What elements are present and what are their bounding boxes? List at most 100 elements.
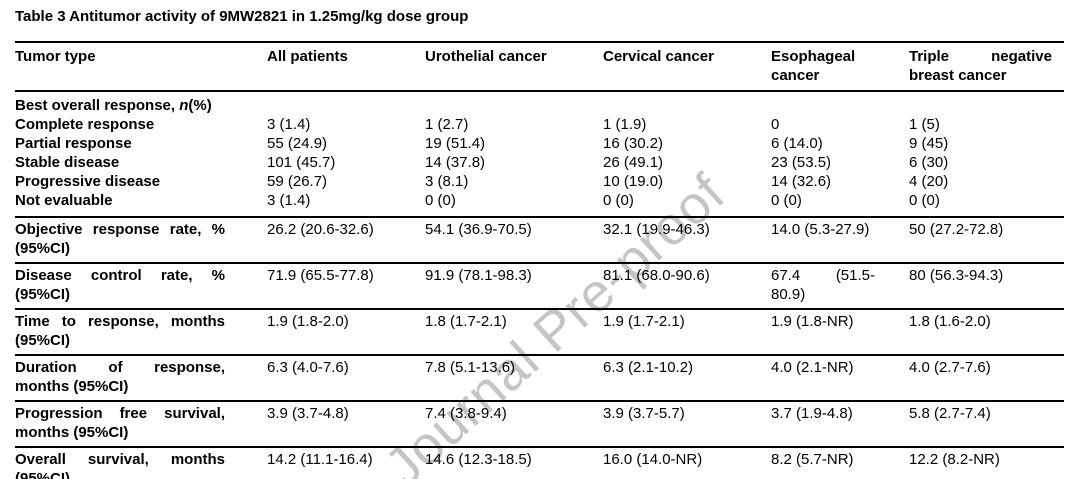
cell-value: 6.3 (4.0-7.6) [267, 359, 349, 376]
cell-value: 0 [771, 116, 780, 133]
section-label-suffix: (%) [188, 97, 212, 114]
column-header-tumor-type: Tumor type [15, 48, 96, 65]
data-cell: 50 (27.2-72.8) [909, 217, 1064, 263]
cell-value: 14.0 (5.3-27.9) [771, 221, 870, 238]
data-cell: 0 (0) [771, 191, 909, 217]
cell-value: 59 (26.7) [267, 173, 328, 190]
data-cell: 54.1 (36.9-70.5) [425, 217, 603, 263]
data-cell: 91.9 (78.1-98.3) [425, 263, 603, 309]
data-cell: 55 (24.9) [267, 134, 425, 153]
cell-value: 6 (30) [909, 154, 949, 171]
cell-value: 0 (0) [425, 192, 456, 209]
cell-value: 91.9 (78.1-98.3) [425, 267, 532, 284]
cell-value: 1.9 (1.8-NR) [771, 313, 854, 330]
best-overall-response-section: Best overall response, n(%) Complete res… [15, 91, 1064, 217]
row-label: Partial response [15, 135, 132, 152]
data-cell: 3 (1.4) [267, 115, 425, 134]
row-label: Disease control rate, % (95%CI) [15, 267, 225, 303]
cell-value: 19 (51.4) [425, 135, 486, 152]
row-label: Time to response, months (95%CI) [15, 313, 225, 349]
table-row: Not evaluable 3 (1.4) 0 (0) 0 (0) 0 (0) 0 (0) [15, 191, 1064, 217]
cell-value: 1.9 (1.8-2.0) [267, 313, 349, 330]
cell-value: 26.2 (20.6-32.6) [267, 221, 374, 238]
row-label: Overall survival, months (95%CI) [15, 451, 225, 479]
header-row: Tumor type All patients Urothelial cance… [15, 42, 1064, 91]
cell-value: 55 (24.9) [267, 135, 328, 152]
data-cell: 9 (45) [909, 134, 1064, 153]
table-row: Disease control rate, % (95%CI) 71.9 (65.… [15, 263, 1064, 309]
row-label: Progressive disease [15, 173, 161, 190]
data-cell: 0 (0) [425, 191, 603, 217]
data-cell: 3.9 (3.7-5.7) [603, 401, 771, 447]
data-cell: 67.4 (51.5-80.9) [771, 263, 909, 309]
row-label: Duration of response, months (95%CI) [15, 359, 225, 395]
column-header-urothelial-cancer: Urothelial cancer [425, 48, 547, 65]
cell-value: 4.0 (2.1-NR) [771, 359, 854, 376]
cell-value: 0 (0) [771, 192, 802, 209]
cell-value: 7.8 (5.1-13.6) [425, 359, 516, 376]
data-cell: 71.9 (65.5-77.8) [267, 263, 425, 309]
section-header-label: Best overall response, n(%) [15, 91, 1064, 115]
cell-value: 0 (0) [603, 192, 634, 209]
table-row: Progressive disease 59 (26.7) 3 (8.1) 10 (1… [15, 172, 1064, 191]
table-row: Duration of response, months (95%CI) 6.3 … [15, 355, 1064, 401]
section-header-row: Best overall response, n(%) [15, 91, 1064, 115]
cell-value: 0 (0) [909, 192, 940, 209]
cell-value: 4 (20) [909, 173, 949, 190]
cell-value: 7.4 (3.8-9.4) [425, 405, 507, 422]
data-cell: 1 (1.9) [603, 115, 771, 134]
data-cell: 16 (30.2) [603, 134, 771, 153]
cell-value: 3.9 (3.7-4.8) [267, 405, 349, 422]
table-row: Stable disease 101 (45.7) 14 (37.8) 26 (49.… [15, 153, 1064, 172]
data-cell: 4.0 (2.1-NR) [771, 355, 909, 401]
row-label: Not evaluable [15, 192, 113, 209]
row-label: Progression free survival, months (95%CI… [15, 405, 225, 441]
cell-value: 10 (19.0) [603, 173, 664, 190]
data-cell: 4 (20) [909, 172, 1064, 191]
row-label: Objective response rate, % (95%CI) [15, 221, 225, 257]
section-label-n: n [179, 97, 189, 114]
data-cell: 7.8 (5.1-13.6) [425, 355, 603, 401]
data-cell: 14.0 (5.3-27.9) [771, 217, 909, 263]
cell-value: 1 (1.9) [603, 116, 647, 133]
table-row: Time to response, months (95%CI) 1.9 (1.8… [15, 309, 1064, 355]
cell-value: 23 (53.5) [771, 154, 832, 171]
data-cell: 23 (53.5) [771, 153, 909, 172]
table-row: Progression free survival, months (95%CI… [15, 401, 1064, 447]
table-caption: Table 3 Antitumor activity of 9MW2821 in… [15, 8, 469, 25]
cell-value: 3 (8.1) [425, 173, 469, 190]
cell-value: 101 (45.7) [267, 154, 336, 171]
data-cell: 6.3 (2.1-10.2) [603, 355, 771, 401]
data-cell: 3.7 (1.9-4.8) [771, 401, 909, 447]
data-cell: 8.2 (5.7-NR) [771, 447, 909, 479]
data-cell: 10 (19.0) [603, 172, 771, 191]
cell-value: 67.4 (51.5-80.9) [771, 267, 875, 303]
cell-value: 1.8 (1.6-2.0) [909, 313, 991, 330]
data-cell: 0 (0) [603, 191, 771, 217]
data-cell: 6.3 (4.0-7.6) [267, 355, 425, 401]
cell-value: 1 (2.7) [425, 116, 469, 133]
data-cell: 6 (14.0) [771, 134, 909, 153]
data-cell: 1 (5) [909, 115, 1064, 134]
cell-value: 14 (37.8) [425, 154, 486, 171]
data-cell: 3.9 (3.7-4.8) [267, 401, 425, 447]
cell-value: 14.6 (12.3-18.5) [425, 451, 532, 468]
data-cell: 14.6 (12.3-18.5) [425, 447, 603, 479]
cell-value: 5.8 (2.7-7.4) [909, 405, 991, 422]
cell-value: 6 (14.0) [771, 135, 823, 152]
column-header-cervical-cancer: Cervical cancer [603, 48, 714, 65]
data-cell: 6 (30) [909, 153, 1064, 172]
data-cell: 16.0 (14.0-NR) [603, 447, 771, 479]
data-cell: 14 (37.8) [425, 153, 603, 172]
data-cell: 26.2 (20.6-32.6) [267, 217, 425, 263]
cell-value: 81.1 (68.0-90.6) [603, 267, 710, 284]
antitumor-activity-table: Tumor type All patients Urothelial cance… [15, 41, 1064, 479]
data-cell: 1.9 (1.8-2.0) [267, 309, 425, 355]
cell-value: 8.2 (5.7-NR) [771, 451, 854, 468]
cell-value: 80 (56.3-94.3) [909, 267, 1004, 284]
data-cell: 32.1 (19.9-46.3) [603, 217, 771, 263]
cell-value: 32.1 (19.9-46.3) [603, 221, 710, 238]
row-label: Complete response [15, 116, 155, 133]
table-header: Tumor type All patients Urothelial cance… [15, 42, 1064, 91]
data-cell: 1 (2.7) [425, 115, 603, 134]
